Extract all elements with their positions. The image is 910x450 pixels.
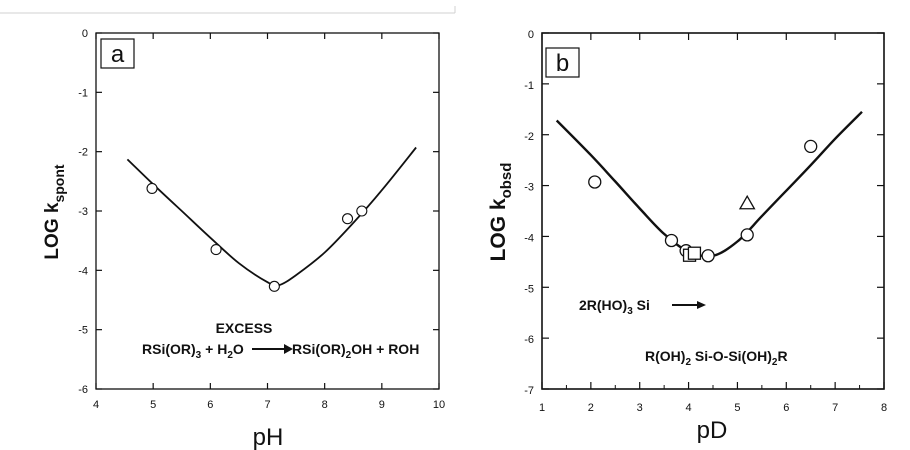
panel-a-x-tick-labels: 4 5 6 7 8 9 10 (93, 399, 445, 411)
panel-b-x-tick-label: 4 (686, 402, 692, 414)
ann-b-sub2: 2 (685, 357, 691, 368)
panel-a-y-tick-label: -5 (78, 325, 88, 337)
panel-a-data-points (146, 182, 368, 292)
panel-a-x-tick-label: 9 (379, 399, 385, 411)
ann-b-part5: R (777, 348, 787, 364)
panel-a-x-tick-label: 7 (264, 399, 270, 411)
panel-b-ticks (541, 32, 885, 390)
panel-a-ylabel-main: LOG k (42, 202, 63, 259)
panel-b-y-tick-label: -2 (524, 131, 534, 143)
ann-b-sub1: 3 (627, 306, 633, 317)
eq-a-sub2: 2 (227, 350, 233, 361)
panel-a-y-tick-label: -4 (78, 265, 88, 277)
panel-a-y-tick-labels: 0 -1 -2 -3 -4 -5 -6 (78, 28, 88, 396)
ann-b-part2: Si (633, 297, 650, 313)
panel-b-circle-point (664, 233, 679, 248)
panel-b-fit-curve (555, 110, 863, 258)
panel-b-circle-point (740, 228, 754, 242)
panel-a-x-tick-label: 8 (322, 399, 328, 411)
panel-a-x-tick-label: 10 (433, 399, 445, 411)
panel-b-x-tick-label: 3 (637, 402, 643, 414)
panel-b-letter: b (556, 50, 569, 77)
panel-b-y-tick-label: -6 (524, 334, 534, 346)
panel-a-letter-box (100, 38, 135, 69)
panel-a: 0 -1 -2 -3 -4 -5 -6 4 5 6 7 8 9 10 a LOG kspont pH E… (42, 28, 445, 450)
panel-a-x-tick-label: 5 (150, 399, 156, 411)
ann-b-part4: Si-O-Si(OH) (691, 348, 772, 364)
panel-a-y-tick-label: -3 (78, 206, 88, 218)
panel-a-annotation-equation-left: RSi(OR)3 + H2O (142, 341, 244, 361)
eq-a-sub1: 3 (196, 350, 202, 361)
panel-a-circle-point (341, 213, 354, 225)
panel-b-circle-point (588, 175, 602, 189)
panel-b-annotation-line2: R(OH)2 Si-O-Si(OH)2R (645, 348, 788, 368)
panel-b-circle-point (804, 139, 818, 154)
panel-b-y-tick-label: 0 (528, 29, 534, 41)
panel-b-x-axis-label: pD (697, 417, 728, 444)
panel-a-x-axis-label: pH (253, 424, 284, 450)
panel-a-x-tick-label: 6 (207, 399, 213, 411)
panel-b-x-tick-label: 6 (783, 402, 789, 414)
panel-a-y-tick-label: -6 (78, 384, 88, 396)
ann-b-part1: 2R(HO) (579, 297, 627, 313)
panel-b-y-tick-label: -5 (524, 283, 534, 295)
panel-a-ylabel-sub: spont (51, 164, 67, 202)
eq-a-part1: RSi(OR) (142, 341, 196, 357)
panel-a-circle-point (356, 205, 368, 217)
panel-b-circle-point (701, 249, 715, 263)
panel-a-reaction-arrow-head (284, 344, 293, 354)
panel-b-triangle-point (738, 194, 756, 210)
panel-a-y-tick-label: -2 (78, 147, 88, 159)
panel-a-fit-curve (126, 146, 417, 287)
panel-b-square-point (687, 246, 702, 260)
panel-b-ylabel-sub: obsd (498, 163, 515, 199)
panel-a-annotation-equation-right: RSi(OR)2OH + ROH (292, 341, 419, 361)
panel-b-x-tick-label: 8 (881, 402, 887, 414)
panel-a-circle-point (146, 182, 158, 195)
panel-b-y-tick-label: -3 (524, 182, 534, 194)
panel-b-frame (541, 32, 885, 390)
panel-b-x-tick-labels: 1 2 3 4 5 6 7 8 (539, 402, 887, 414)
panel-b-x-tick-label: 1 (539, 402, 545, 414)
panel-b-y-tick-label: -7 (524, 385, 534, 397)
panel-a-y-tick-label: -1 (78, 87, 88, 99)
eq-a-part3: O (233, 341, 244, 357)
eq-a-sub3: 2 (346, 350, 352, 361)
panel-b-x-tick-label: 2 (588, 402, 594, 414)
ann-b-sub3: 2 (772, 357, 778, 368)
eq-a-part4: RSi(OR) (292, 341, 346, 357)
panel-a-x-tick-label: 4 (93, 399, 99, 411)
panel-a-circle-point (268, 280, 280, 292)
panel-a-annotation-excess: EXCESS (216, 320, 273, 336)
panel-a-y-axis-label: LOG kspont (42, 164, 67, 259)
panel-b-ylabel-main: LOG k (487, 198, 510, 261)
panel-b-x-tick-label: 5 (734, 402, 740, 414)
panel-a-letter: a (111, 41, 125, 68)
panel-a-circle-point (210, 244, 222, 256)
eq-a-part5: OH + ROH (351, 341, 419, 357)
eq-a-part2: + H (201, 341, 227, 357)
panel-b-letter-box (545, 47, 580, 78)
panel-b-data-points (588, 139, 818, 263)
panel-b-y-tick-labels: 0 -1 -2 -3 -4 -5 -6 -7 (524, 29, 534, 397)
panel-b-y-tick-label: -1 (524, 80, 534, 92)
panel-b-y-tick-label: -4 (524, 232, 534, 244)
panel-b-x-tick-label: 7 (832, 402, 838, 414)
panel-b-annotation-line1: 2R(HO)3 Si (579, 297, 650, 317)
panel-b-arrow-head (697, 301, 706, 309)
panel-a-y-tick-label: 0 (82, 28, 88, 40)
ann-b-part3: R(OH) (645, 348, 685, 364)
panel-b-y-axis-label: LOG kobsd (487, 163, 515, 262)
panel-a-ticks (95, 32, 440, 390)
